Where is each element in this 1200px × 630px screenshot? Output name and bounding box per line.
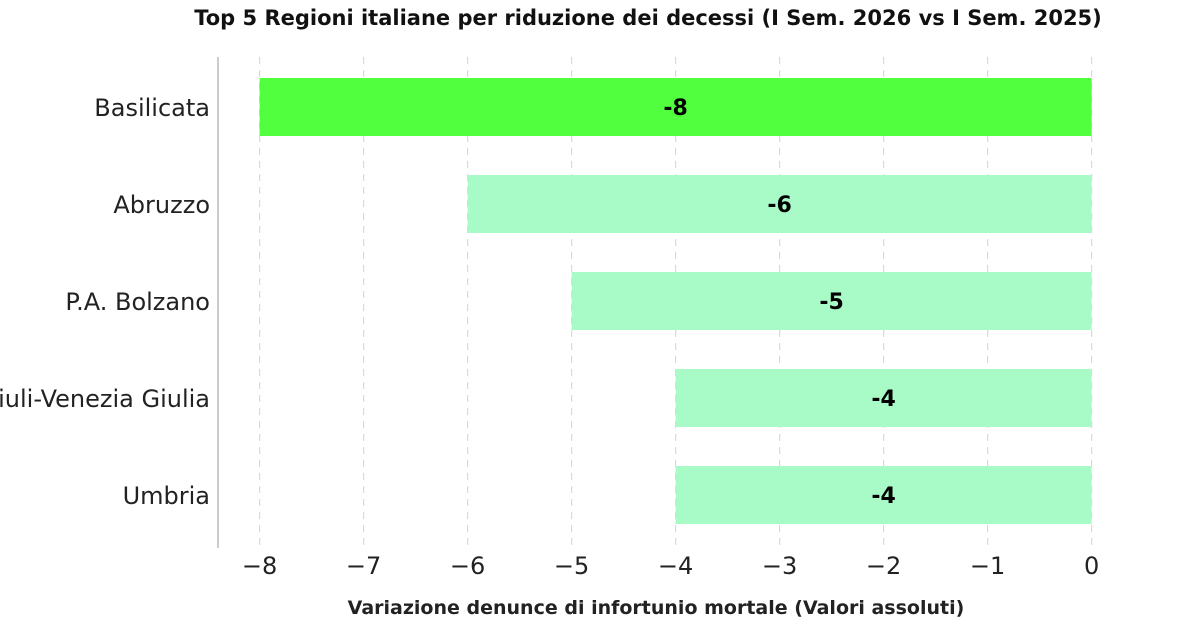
value-label: -8 xyxy=(663,96,687,121)
category-label: Umbria xyxy=(123,482,210,510)
x-tick-label: −3 xyxy=(762,552,797,580)
x-tick-label: −1 xyxy=(970,552,1005,580)
bar xyxy=(571,272,1092,330)
bar xyxy=(259,78,1092,136)
x-tick-labels: −8 −7 −6 −5 −4 −3 −2 −1 0 xyxy=(242,552,1099,580)
value-label: -4 xyxy=(871,484,895,509)
x-tick-label: −7 xyxy=(346,552,381,580)
category-labels: Basilicata Abruzzo P.A. Bolzano Friuli-Vene… xyxy=(0,94,210,510)
x-tick-label: −5 xyxy=(554,552,589,580)
value-label: -6 xyxy=(767,193,791,218)
category-label: Friuli-Venezia Giulia xyxy=(0,385,210,413)
bar xyxy=(675,369,1092,427)
x-axis-label: Variazione denunce di infortunio mortale… xyxy=(348,597,965,619)
bar xyxy=(675,466,1092,524)
x-tick-label: −4 xyxy=(658,552,693,580)
chart-title: Top 5 Regioni italiane per riduzione dei… xyxy=(194,6,1102,30)
value-label: -4 xyxy=(871,387,895,412)
x-tick-label: −2 xyxy=(866,552,901,580)
x-tick-label: −8 xyxy=(242,552,277,580)
x-tick-label: −6 xyxy=(450,552,485,580)
value-labels: -8 -6 -5 -4 -4 xyxy=(663,96,895,509)
value-label: -5 xyxy=(819,290,843,315)
bar xyxy=(467,175,1092,233)
category-label: Basilicata xyxy=(94,94,210,122)
category-label: P.A. Bolzano xyxy=(65,288,210,316)
bars xyxy=(259,78,1092,524)
category-label: Abruzzo xyxy=(113,191,210,219)
x-tick-label: 0 xyxy=(1084,552,1099,580)
